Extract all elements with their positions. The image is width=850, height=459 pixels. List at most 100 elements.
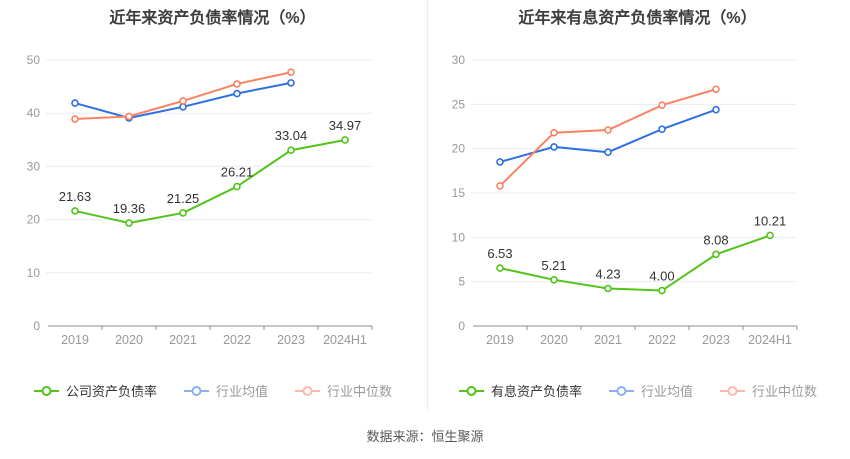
company-debt-ratio-marker: [341, 136, 349, 144]
legend-label: 有息资产负债率: [490, 384, 582, 399]
industry-median-marker: [71, 115, 79, 123]
industry-median-marker: [658, 101, 666, 110]
data-label: 5.21: [541, 258, 566, 273]
legend-line-icon: [608, 385, 634, 396]
industry-average-marker: [550, 143, 558, 151]
panel-divider: [427, 0, 428, 410]
y-tick-label: 15: [452, 186, 466, 200]
x-tick-label: 2022: [648, 333, 676, 347]
series-industry-average: [496, 105, 720, 166]
series-industry-median: [496, 85, 720, 190]
data-label: 33.04: [275, 128, 308, 143]
industry-median-marker: [496, 182, 504, 190]
legend-interest-debt-ratio: 有息资产负债率 行业均值 行业中位数: [425, 381, 850, 400]
data-label: 34.97: [329, 118, 362, 133]
data-label: 21.25: [167, 191, 200, 206]
legend-item-interest-bearing-debt-ratio[interactable]: 有息资产负债率: [458, 381, 582, 400]
data-label: 6.53: [487, 246, 512, 261]
legend-line-icon: [33, 385, 59, 396]
legend-line-icon: [183, 385, 209, 396]
legend-label: 公司资产负债率: [65, 384, 157, 399]
x-tick-label: 2022: [223, 333, 251, 347]
industry-median-marker: [179, 97, 187, 105]
legend-line-icon: [458, 385, 484, 396]
chart-panel-interest-debt-ratio: 近年来有息资产负债率情况（%） 0 5 10 15 20 25 30 2019 2020 2021…: [425, 0, 850, 400]
y-tick-label: 0: [33, 319, 40, 333]
y-tick-label: 10: [452, 230, 466, 244]
industry-average-marker: [71, 99, 79, 107]
line-chart-debt-ratio: 0 10 20 30 40 50 2019 2020 2021 2022 2023 2024H1 21.…: [27, 53, 373, 347]
series-company-debt-ratio: 21.63 19.36 21.25 26.21 33.04 34.97: [59, 118, 362, 227]
company-debt-ratio-marker: [233, 182, 241, 191]
legend-item-industry-median[interactable]: 行业中位数: [294, 381, 392, 400]
legend-line-icon: [295, 385, 320, 396]
data-label: 26.21: [221, 165, 254, 180]
line-chart-interest-debt-ratio: 0 5 10 15 20 25 30 2019 2020 2021 2022 2023 2024H1 6.…: [452, 53, 798, 347]
legend-item-industry-average[interactable]: 行业均值: [183, 381, 268, 400]
industry-median-line: [499, 88, 717, 187]
data-label: 4.23: [595, 266, 620, 281]
company-debt-ratio-marker: [287, 146, 295, 155]
legend-item-company-debt-ratio[interactable]: 公司资产负债率: [33, 381, 157, 400]
x-tick-label: 2024H1: [323, 333, 367, 347]
industry-average-marker: [496, 158, 504, 166]
interest-bearing-debt-ratio-line: [499, 234, 771, 292]
chart-title-debt-ratio: 近年来资产负债率情况（%）: [109, 10, 316, 27]
data-label: 8.08: [703, 232, 728, 247]
x-tick-label: 2021: [169, 333, 197, 347]
y-tick-label: 40: [27, 106, 41, 120]
industry-average-marker: [233, 89, 241, 98]
chart-title-interest-debt-ratio: 近年来有息资产负债率情况（%）: [518, 10, 757, 27]
x-tick-label: 2021: [594, 333, 622, 347]
data-label: 19.36: [113, 201, 146, 216]
x-tick-label: 2019: [61, 333, 89, 347]
industry-average-marker: [604, 148, 612, 157]
interest-bearing-debt-ratio-marker: [766, 231, 774, 240]
x-tick-label: 2023: [277, 333, 305, 347]
interest-bearing-debt-ratio-marker: [604, 284, 612, 293]
legend-label: 行业中位数: [752, 384, 818, 399]
x-tick-label: 2023: [702, 333, 730, 347]
company-debt-ratio-marker: [71, 207, 79, 215]
legend-label: 行业均值: [640, 384, 693, 399]
industry-median-marker: [233, 80, 241, 88]
x-tick-label: 2020: [115, 333, 143, 347]
industry-median-marker: [550, 128, 558, 137]
chart-panel-debt-ratio: 近年来资产负债率情况（%） 0 10 20 30 40 50 2019 2020 2021 202…: [0, 0, 425, 400]
x-tick-label: 2024H1: [748, 333, 792, 347]
interest-bearing-debt-ratio-marker: [496, 264, 504, 272]
legend-debt-ratio: 公司资产负债率 行业均值 行业中位数: [0, 381, 425, 400]
x-tick-label: 2020: [540, 333, 568, 347]
y-tick-label: 30: [452, 53, 466, 67]
legend-item-industry-median[interactable]: 行业中位数: [719, 381, 817, 400]
series-interest-bearing-debt-ratio: 6.53 5.21 4.23 4.00 8.08 10.21: [487, 213, 787, 295]
series-industry-median: [71, 68, 295, 123]
company-debt-ratio-marker: [125, 219, 133, 227]
interest-bearing-debt-ratio-marker: [550, 276, 558, 284]
industry-median-marker: [712, 85, 720, 94]
interest-bearing-debt-ratio-marker: [658, 286, 666, 295]
industry-average-marker: [287, 79, 295, 87]
gridlines: [46, 59, 372, 274]
legend-item-industry-average[interactable]: 行业均值: [608, 381, 693, 400]
y-tick-label: 20: [27, 213, 41, 227]
y-tick-label: 0: [458, 319, 465, 333]
y-tick-label: 10: [27, 266, 41, 280]
gridlines: [471, 59, 797, 283]
y-tick-label: 20: [452, 142, 466, 156]
industry-average-marker: [658, 125, 666, 133]
x-tick-label: 2019: [486, 333, 514, 347]
y-tick-label: 50: [27, 53, 41, 67]
legend-line-icon: [720, 385, 745, 396]
y-tick-label: 5: [458, 275, 465, 289]
data-label: 21.63: [59, 189, 92, 204]
industry-average-marker: [712, 105, 720, 114]
charts-row: 近年来资产负债率情况（%） 0 10 20 30 40 50 2019 2020 2021 202…: [0, 0, 850, 400]
company-debt-ratio-line: [74, 138, 346, 225]
industry-median-marker: [604, 126, 612, 134]
y-tick-label: 30: [27, 159, 41, 173]
data-label: 10.21: [754, 213, 787, 228]
data-label: 4.00: [649, 269, 674, 284]
industry-median-marker: [287, 68, 295, 77]
y-tick-label: 25: [452, 97, 466, 111]
